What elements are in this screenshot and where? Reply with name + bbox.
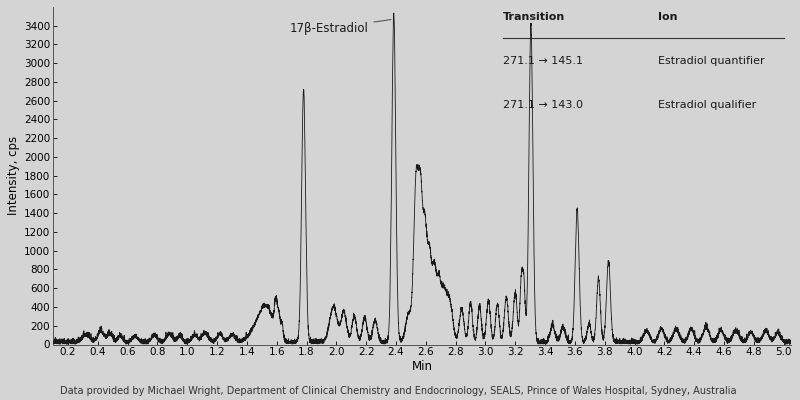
Text: Estradiol qualifier: Estradiol qualifier	[658, 100, 757, 110]
Text: Transition: Transition	[503, 12, 566, 22]
Text: 271.1 → 145.1: 271.1 → 145.1	[503, 56, 583, 66]
Text: 17β-Estradiol: 17β-Estradiol	[290, 20, 391, 35]
Text: Estradiol quantifier: Estradiol quantifier	[658, 56, 765, 66]
Y-axis label: Intensity, cps: Intensity, cps	[7, 136, 20, 215]
Point	[181, 342, 190, 347]
Text: 271.1 → 143.0: 271.1 → 143.0	[503, 100, 583, 110]
Point	[124, 342, 134, 347]
Text: Ion: Ion	[658, 12, 678, 22]
Text: Data provided by Michael Wright, Department of Clinical Chemistry and Endocrinol: Data provided by Michael Wright, Departm…	[60, 386, 737, 396]
X-axis label: Min: Min	[412, 360, 433, 373]
